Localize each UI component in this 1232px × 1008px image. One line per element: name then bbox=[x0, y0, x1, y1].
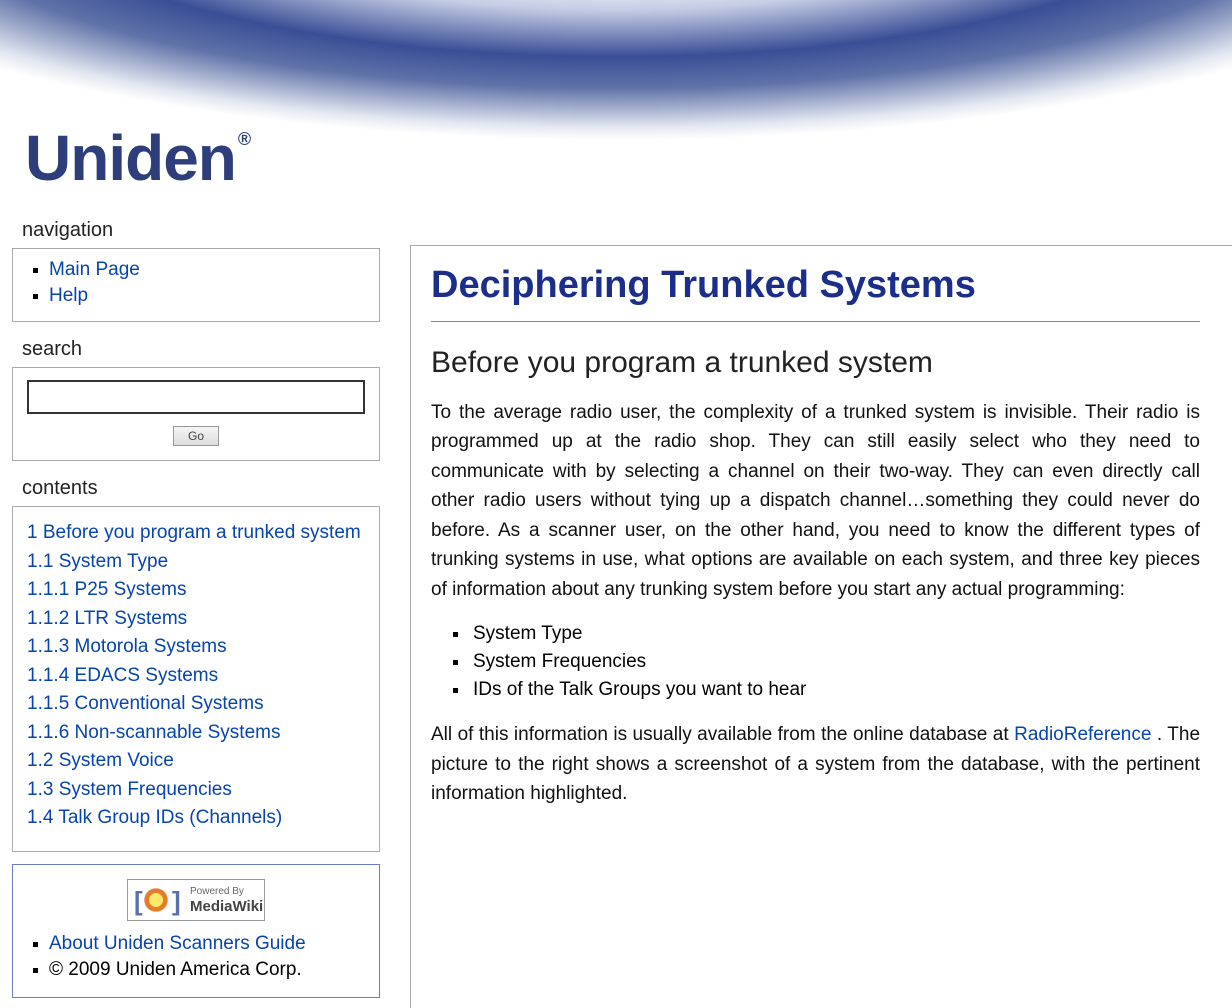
header-banner: Uniden® bbox=[0, 0, 1232, 200]
logo-registered: ® bbox=[238, 129, 250, 149]
nav-portlet: navigation Main Page Help bbox=[12, 215, 380, 322]
nav-link-help[interactable]: Help bbox=[49, 285, 88, 306]
list-item: System Type bbox=[449, 620, 1200, 648]
closing-paragraph: All of this information is usually avail… bbox=[431, 720, 1200, 808]
nav-list: Main Page Help bbox=[27, 257, 365, 309]
toc-link[interactable]: 1.1.1 P25 Systems bbox=[27, 576, 365, 605]
logo: Uniden® bbox=[25, 121, 248, 195]
radioreference-link[interactable]: RadioReference bbox=[1014, 724, 1151, 745]
copyright-text: © 2009 Uniden America Corp. bbox=[49, 959, 302, 980]
contents-portlet: contents 1 Before you program a trunked … bbox=[12, 473, 380, 852]
mediawiki-badge[interactable]: [ ] Powered By MediaWiki bbox=[127, 879, 265, 921]
search-input[interactable] bbox=[27, 380, 365, 414]
footer-link-about[interactable]: About Uniden Scanners Guide bbox=[49, 933, 306, 954]
toc-link[interactable]: 1.1.4 EDACS Systems bbox=[27, 662, 365, 691]
nav-body: Main Page Help bbox=[12, 248, 380, 322]
toc-link[interactable]: 1.1.5 Conventional Systems bbox=[27, 690, 365, 719]
contents-title: contents bbox=[12, 473, 380, 506]
toc-link[interactable]: 1.1.3 Motorola Systems bbox=[27, 633, 365, 662]
toc-link[interactable]: 1.1 System Type bbox=[27, 548, 365, 577]
toc-link[interactable]: 1.3 System Frequencies bbox=[27, 776, 365, 805]
powered-by-small: Powered By bbox=[190, 886, 244, 897]
intro-paragraph: To the average radio user, the complexit… bbox=[431, 398, 1200, 604]
page-title: Deciphering Trunked Systems bbox=[431, 264, 1200, 322]
search-portlet: search Go bbox=[12, 334, 380, 461]
toc-link[interactable]: 1 Before you program a trunked system bbox=[27, 519, 365, 548]
logo-text: Uniden bbox=[25, 122, 236, 194]
go-button[interactable]: Go bbox=[173, 426, 219, 446]
toc-link[interactable]: 1.2 System Voice bbox=[27, 747, 365, 776]
toc-link[interactable]: 1.1.6 Non-scannable Systems bbox=[27, 719, 365, 748]
nav-item-help: Help bbox=[27, 283, 365, 309]
sidebar-footer: [ ] Powered By MediaWiki About Uniden Sc… bbox=[12, 864, 380, 998]
mediawiki-flower-icon bbox=[142, 886, 170, 914]
contents-body: 1 Before you program a trunked system 1.… bbox=[12, 506, 380, 852]
list-item: IDs of the Talk Groups you want to hear bbox=[449, 676, 1200, 704]
bracket-right-icon: ] bbox=[172, 886, 181, 917]
search-body: Go bbox=[12, 367, 380, 461]
content: Deciphering Trunked Systems Before you p… bbox=[410, 245, 1232, 1008]
nav-title: navigation bbox=[12, 215, 380, 248]
para2-a: All of this information is usually avail… bbox=[431, 724, 1014, 745]
nav-link-main-page[interactable]: Main Page bbox=[49, 259, 140, 280]
toc-link[interactable]: 1.1.2 LTR Systems bbox=[27, 605, 365, 634]
main-wrap: navigation Main Page Help search Go cont… bbox=[0, 200, 1232, 1008]
footer-list: About Uniden Scanners Guide © 2009 Unide… bbox=[27, 931, 365, 983]
footer-item-about: About Uniden Scanners Guide bbox=[27, 931, 365, 957]
powered-by-big: MediaWiki bbox=[190, 898, 263, 916]
nav-item-main-page: Main Page bbox=[27, 257, 365, 283]
search-title: search bbox=[12, 334, 380, 367]
section-heading: Before you program a trunked system bbox=[431, 346, 1200, 380]
footer-item-copyright: © 2009 Uniden America Corp. bbox=[27, 957, 365, 983]
key-info-list: System Type System Frequencies IDs of th… bbox=[449, 620, 1200, 704]
mediawiki-text: Powered By MediaWiki bbox=[190, 886, 263, 916]
sidebar: navigation Main Page Help search Go cont… bbox=[0, 200, 390, 1008]
toc-link[interactable]: 1.4 Talk Group IDs (Channels) bbox=[27, 804, 365, 833]
list-item: System Frequencies bbox=[449, 648, 1200, 676]
